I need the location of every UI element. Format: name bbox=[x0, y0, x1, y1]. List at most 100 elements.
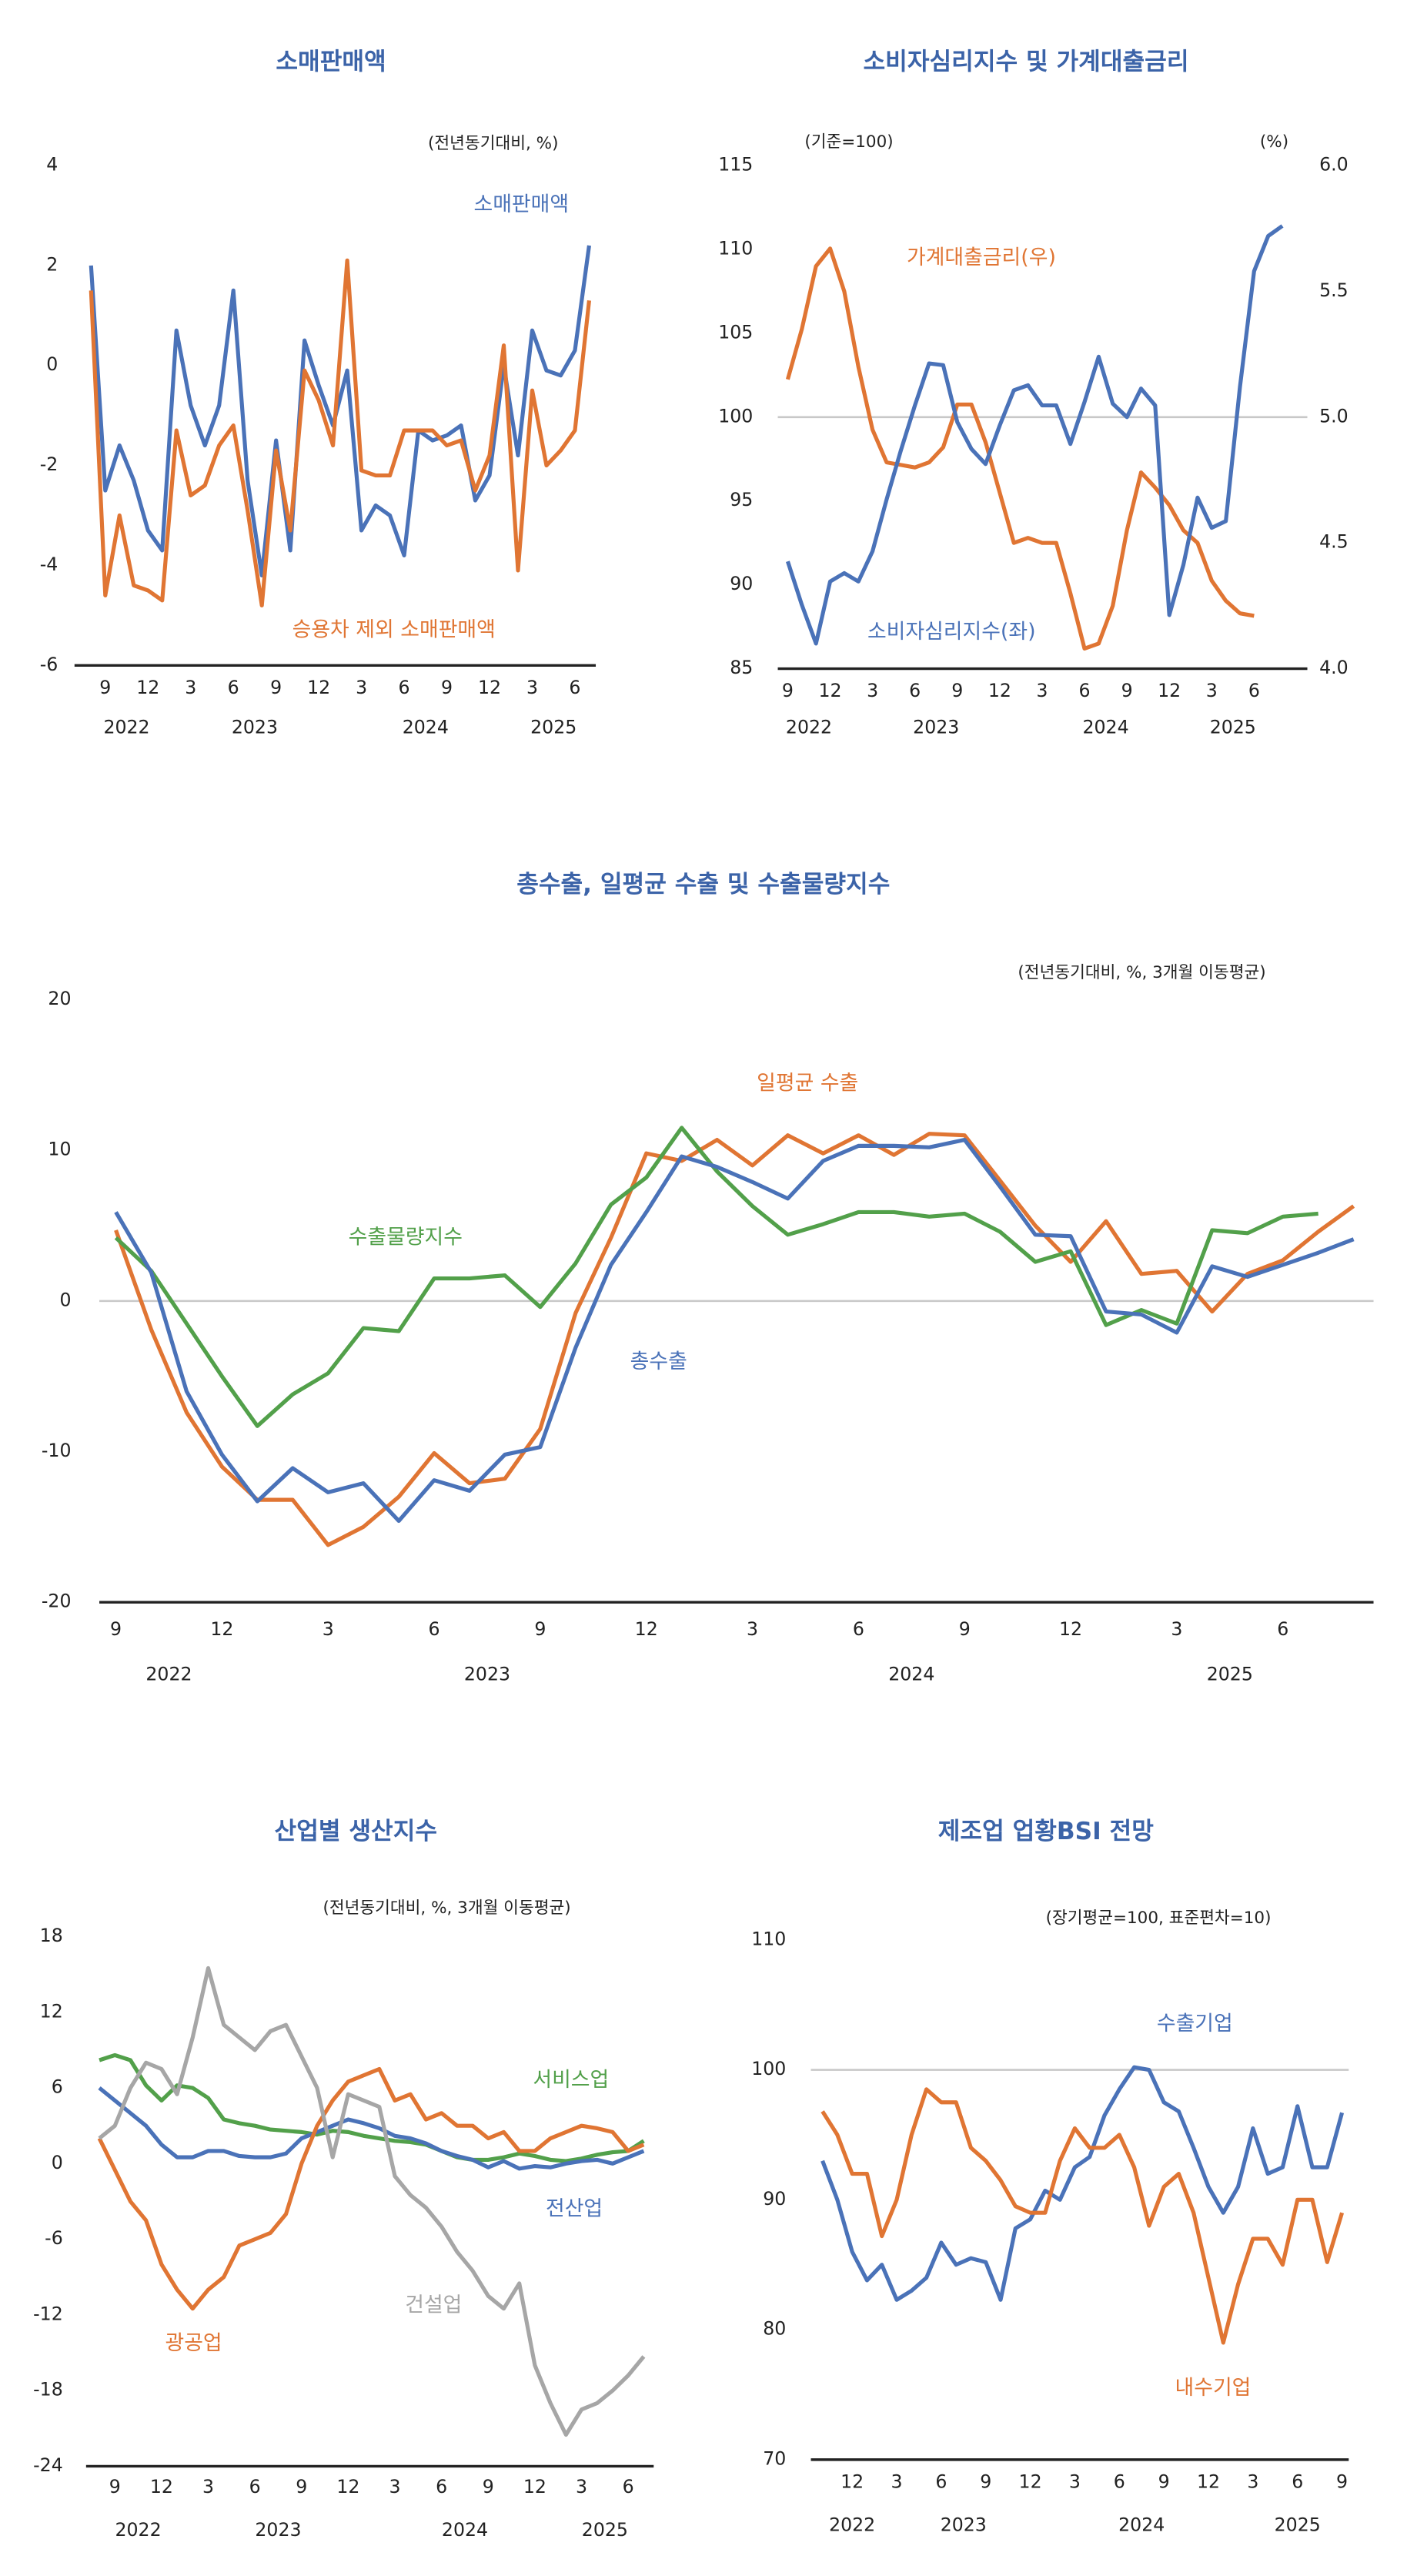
x-tick-label: 12 bbox=[988, 680, 1011, 701]
y-tick-label: 0 bbox=[59, 1289, 71, 1310]
y-tick-label: 0 bbox=[52, 2152, 63, 2173]
y-tick-label: -10 bbox=[42, 1440, 72, 1461]
y-tick-label: 10 bbox=[48, 1139, 71, 1160]
x-tick-label: 6 bbox=[1248, 680, 1260, 701]
series-label: 소비자심리지수(좌) bbox=[867, 620, 1036, 644]
series-label: 승용차 제외 소매판매액 bbox=[292, 618, 496, 642]
y-tick-label: 18 bbox=[40, 1925, 63, 1946]
y-tick-label: 100 bbox=[718, 405, 753, 427]
x-tick-label: 3 bbox=[1247, 2471, 1258, 2492]
series-line bbox=[98, 1965, 646, 2437]
series-label: 서비스업 bbox=[533, 2068, 609, 2092]
x-tick-label: 9 bbox=[782, 680, 794, 701]
chart-title: 소비자심리지수 및 가계대출금리 bbox=[864, 49, 1189, 76]
x-tick-label: 6 bbox=[399, 677, 410, 698]
annotation: (기준=100) bbox=[804, 132, 893, 152]
y-tick-label: 2 bbox=[46, 253, 58, 275]
x-tick-label: 3 bbox=[576, 2476, 587, 2497]
x-tick-label: 9 bbox=[270, 677, 282, 698]
x-tick-label: 12 bbox=[136, 677, 159, 698]
x-tick-label: 3 bbox=[747, 1618, 758, 1640]
y-tick-label: -20 bbox=[42, 1591, 72, 1612]
x-tick-label: 12 bbox=[1158, 680, 1181, 701]
x-tick-label: 12 bbox=[818, 680, 841, 701]
series-line bbox=[785, 246, 1255, 651]
x-tick-label: 3 bbox=[389, 2476, 401, 2497]
x-tick-label: 9 bbox=[959, 1618, 971, 1640]
series-label: 가계대출금리(우) bbox=[907, 246, 1056, 269]
y-tick-label: 85 bbox=[730, 657, 753, 678]
chart-title: 제조업 업황BSI 전망 bbox=[938, 1818, 1154, 1845]
series-label: 수출물량지수 bbox=[349, 1226, 463, 1250]
x-tick-label: 12 bbox=[523, 2476, 546, 2497]
annotation: (%) bbox=[1260, 132, 1288, 152]
x-tick-label: 3 bbox=[356, 677, 367, 698]
series-line bbox=[99, 2052, 645, 2163]
y-tick-label: 90 bbox=[730, 573, 753, 594]
y-tick-label: 4.0 bbox=[1319, 657, 1349, 678]
year-label: 2023 bbox=[232, 716, 278, 738]
annotation: (전년동기대비, %, 3개월 이동평균) bbox=[1018, 963, 1265, 982]
x-tick-label: 6 bbox=[935, 2471, 947, 2492]
series-label: 광공업 bbox=[165, 2331, 222, 2355]
y-tick-label: 95 bbox=[730, 489, 753, 510]
y-tick-label: 20 bbox=[48, 988, 71, 1009]
x-tick-label: 12 bbox=[307, 677, 330, 698]
series-line bbox=[114, 1137, 1355, 1524]
y-tick-label: 90 bbox=[763, 2188, 786, 2210]
year-label: 2024 bbox=[888, 1663, 934, 1684]
y-tick-label: 115 bbox=[718, 153, 753, 175]
annotation: (전년동기대비, %, 3개월 이동평균) bbox=[323, 1899, 570, 1918]
series-label: 내수기업 bbox=[1175, 2376, 1252, 2400]
y-tick-label: 4.5 bbox=[1319, 531, 1349, 553]
x-tick-label: 12 bbox=[1019, 2471, 1042, 2492]
x-tick-label: 3 bbox=[1171, 1618, 1182, 1640]
year-label: 2022 bbox=[786, 716, 832, 738]
series-line bbox=[820, 2087, 1345, 2345]
x-tick-label: 12 bbox=[841, 2471, 864, 2492]
x-tick-label: 3 bbox=[1069, 2471, 1081, 2492]
x-tick-label: 9 bbox=[296, 2476, 307, 2497]
y-tick-label: 105 bbox=[718, 321, 753, 343]
x-tick-label: 9 bbox=[441, 677, 453, 698]
annotation: (전년동기대비, %) bbox=[428, 134, 558, 153]
series-label: 소매판매액 bbox=[474, 192, 570, 216]
x-tick-label: 6 bbox=[909, 680, 921, 701]
y-tick-label: 110 bbox=[751, 1928, 786, 1949]
x-tick-label: 12 bbox=[478, 677, 501, 698]
x-tick-label: 3 bbox=[1206, 680, 1218, 701]
year-label: 2022 bbox=[115, 2519, 162, 2541]
x-tick-label: 3 bbox=[202, 2476, 214, 2497]
series-line bbox=[98, 2086, 645, 2171]
x-tick-label: 9 bbox=[951, 680, 963, 701]
y-tick-label: -6 bbox=[40, 654, 58, 675]
y-tick-label: 80 bbox=[763, 2318, 786, 2340]
x-tick-label: 9 bbox=[980, 2471, 991, 2492]
y-tick-label: 12 bbox=[40, 2000, 63, 2022]
y-tick-label: 70 bbox=[763, 2447, 786, 2469]
year-label: 2022 bbox=[103, 716, 149, 738]
series-line bbox=[89, 258, 592, 607]
series-label: 일평균 수출 bbox=[757, 1072, 858, 1096]
y-tick-label: 5.0 bbox=[1319, 405, 1349, 427]
x-tick-label: 3 bbox=[185, 677, 196, 698]
x-tick-label: 3 bbox=[867, 680, 878, 701]
x-tick-label: 6 bbox=[569, 677, 580, 698]
series-label: 총수출 bbox=[630, 1350, 687, 1373]
year-label: 2025 bbox=[1275, 2514, 1321, 2535]
year-label: 2023 bbox=[464, 1663, 510, 1684]
x-tick-label: 12 bbox=[1197, 2471, 1220, 2492]
x-tick-label: 6 bbox=[1078, 680, 1090, 701]
year-label: 2025 bbox=[582, 2519, 628, 2541]
x-tick-label: 6 bbox=[228, 677, 239, 698]
series-line bbox=[97, 2066, 645, 2311]
series-label: 전산업 bbox=[546, 2197, 603, 2221]
series-line bbox=[114, 1126, 1318, 1428]
x-tick-label: 6 bbox=[429, 1618, 440, 1640]
x-tick-label: 12 bbox=[150, 2476, 173, 2497]
series-line bbox=[785, 224, 1284, 646]
year-label: 2023 bbox=[941, 2514, 987, 2535]
y-tick-label: -2 bbox=[40, 453, 58, 475]
x-tick-label: 12 bbox=[210, 1618, 233, 1640]
